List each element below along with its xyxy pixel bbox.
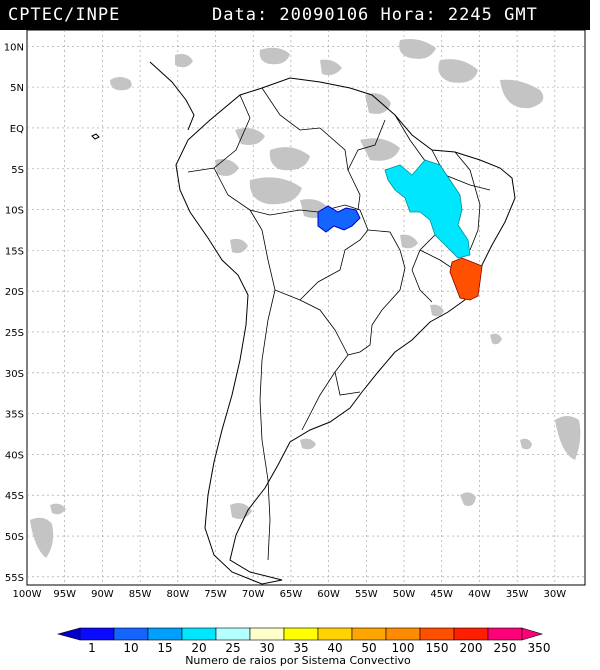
lon-label: 55W	[355, 589, 378, 600]
colorbar-swatch	[453, 627, 489, 641]
colorbar-swatch	[147, 627, 183, 641]
lon-label: 85W	[129, 589, 152, 600]
colorbar-swatch	[249, 627, 285, 641]
lon-label: 35W	[506, 589, 529, 600]
lat-label: 45S	[5, 491, 24, 502]
colorbar-label: 200	[460, 641, 483, 655]
colorbar-swatch	[351, 627, 387, 641]
colorbar-label: 150	[426, 641, 449, 655]
colorbar-label: 10	[123, 641, 138, 655]
lat-label: 35S	[5, 410, 24, 421]
lat-label: 50S	[5, 532, 24, 543]
colorbar-title: Numero de raios por Sistema Convectivo	[185, 654, 411, 667]
colorbar-swatch	[487, 627, 523, 641]
colorbar-label: 40	[327, 641, 342, 655]
lon-label: 30W	[544, 589, 567, 600]
datetime-label: Data: 20090106 Hora: 2245 GMT	[212, 5, 538, 25]
central-america-coast	[149, 61, 195, 131]
lat-label: 55S	[5, 573, 24, 584]
lon-label: 75W	[204, 589, 227, 600]
lat-label: 5N	[10, 83, 24, 94]
colorbar-label: 35	[293, 641, 308, 655]
colorbar-label: 30	[259, 641, 274, 655]
lon-label: 45W	[430, 589, 453, 600]
lat-label: 10N	[4, 42, 24, 53]
lat-label: 5S	[11, 165, 24, 176]
longitude-labels: 100W 95W 90W 85W 80W 75W 70W 65W 60W 55W 50W 45W 40W…	[13, 589, 567, 600]
lat-label: 20S	[5, 287, 24, 298]
lon-label: 95W	[53, 589, 76, 600]
colorbar-arrow-right	[521, 627, 544, 641]
colorbar-swatch	[79, 627, 115, 641]
colorbar-swatch	[181, 627, 217, 641]
lon-label: 80W	[166, 589, 189, 600]
lat-label: 25S	[5, 328, 24, 339]
lightning-cluster-cyan	[384, 159, 471, 259]
map-header: CPTEC/INPE Data: 20090106 Hora: 2245 GMT	[0, 0, 590, 30]
lon-label: 70W	[242, 589, 265, 600]
lightning-cluster-blue	[317, 205, 361, 233]
colorbar-swatch	[385, 627, 421, 641]
lon-label: 100W	[13, 589, 42, 600]
source-label: CPTEC/INPE	[8, 5, 121, 25]
lon-label: 50W	[393, 589, 416, 600]
islands-galapagos	[91, 133, 100, 140]
lon-label: 90W	[91, 589, 114, 600]
lightning-cluster-orange	[449, 257, 483, 301]
lat-label: 40S	[5, 450, 24, 461]
lon-label: 40W	[468, 589, 491, 600]
colorbar-label: 250	[494, 641, 517, 655]
colorbar-label: 25	[225, 641, 240, 655]
colorbar-swatch	[215, 627, 251, 641]
lon-label: 65W	[280, 589, 303, 600]
coastlines	[91, 61, 516, 585]
colorbar-swatch	[317, 627, 353, 641]
lat-label: 30S	[5, 369, 24, 380]
lat-label: EQ	[10, 124, 24, 135]
colorbar-label: 1	[88, 641, 96, 655]
lat-label: 15S	[5, 246, 24, 257]
colorbar: 1 10 15 20 25 30 35 40 50 100 150 200 250 350	[56, 627, 551, 655]
south-america-coastline	[175, 77, 516, 585]
colorbar-label: 350	[528, 641, 551, 655]
gridlines	[27, 30, 585, 585]
map-frame	[26, 29, 586, 586]
colorbar-swatch	[283, 627, 319, 641]
latitude-labels: 10N 5N EQ 5S 10S 15S 20S 25S 30S 35S 40S 45S 50S 55S	[4, 42, 24, 584]
cloud-cover	[30, 39, 581, 558]
colorbar-label: 20	[191, 641, 206, 655]
colorbar-swatch	[113, 627, 149, 641]
colorbar-label: 15	[157, 641, 172, 655]
colorbar-swatch	[419, 627, 455, 641]
colorbar-arrow-left	[56, 627, 81, 641]
lon-label: 60W	[317, 589, 340, 600]
lat-label: 10S	[5, 206, 24, 217]
colorbar-label: 50	[361, 641, 376, 655]
colorbar-label: 100	[392, 641, 415, 655]
